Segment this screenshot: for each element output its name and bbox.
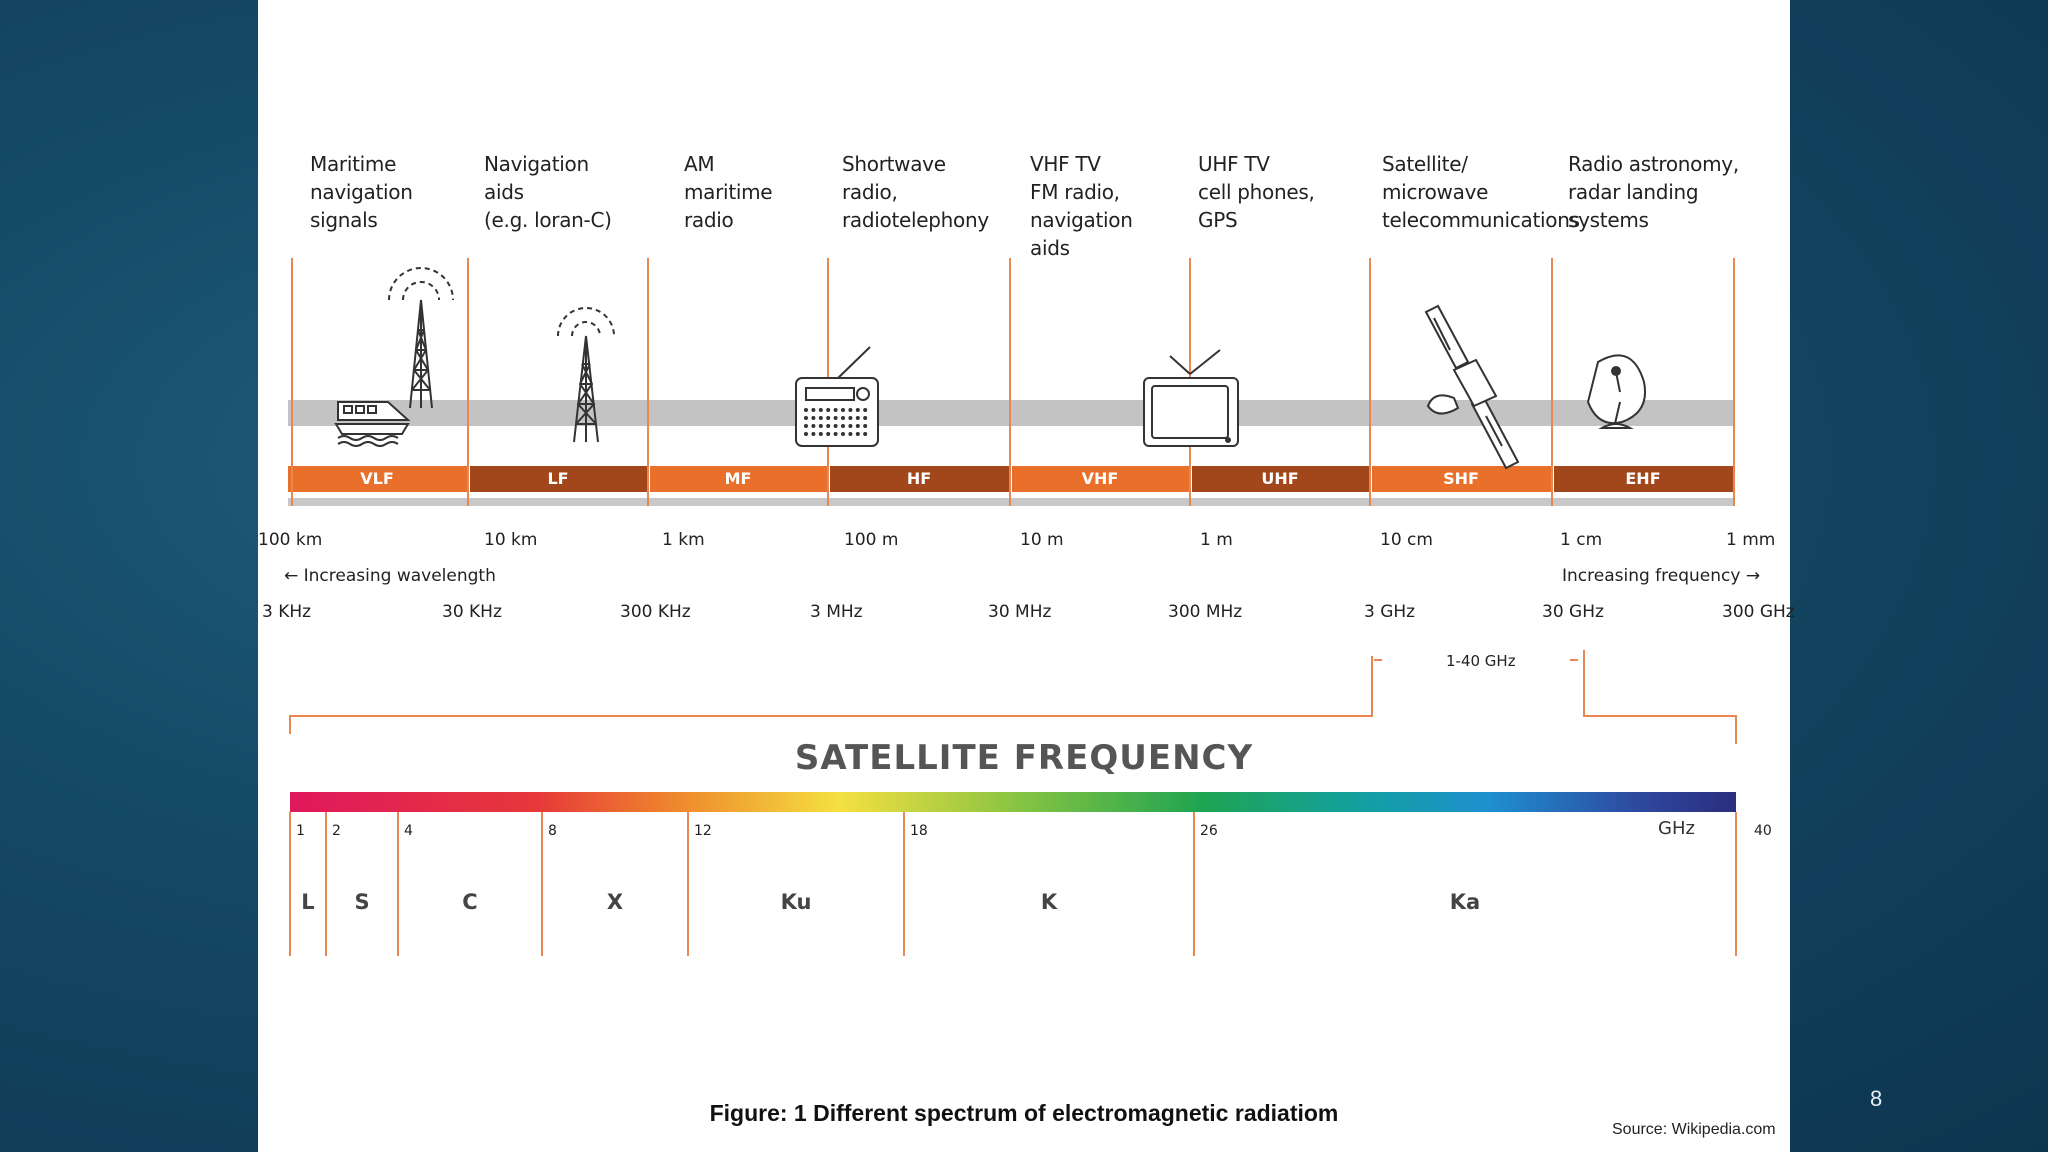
satellite-band-ku: Ku bbox=[780, 890, 812, 914]
band-strip-uhf bbox=[1192, 466, 1369, 492]
increasing-wavelength-label: ← Increasing wavelength bbox=[284, 566, 496, 586]
satellite-band-l: L bbox=[301, 890, 315, 914]
radio-tower-icon bbox=[557, 307, 615, 443]
frequency-label: 3 GHz bbox=[1364, 602, 1416, 622]
television-icon bbox=[1143, 349, 1239, 447]
satellite-bracket-right bbox=[1583, 650, 1737, 744]
band-label-uhf: UHF bbox=[1261, 469, 1299, 488]
frequency-label: 30 KHz bbox=[442, 602, 502, 622]
wavelength-label: 10 km bbox=[484, 530, 538, 550]
satellite-band-c: C bbox=[462, 890, 478, 914]
use-label: UHF TV cell phones, GPS bbox=[1198, 152, 1315, 232]
ghz-tick-label: 8 bbox=[548, 823, 557, 839]
ghz-tick-label: 40 bbox=[1754, 823, 1772, 839]
ship-icon bbox=[334, 401, 411, 447]
satellite-frequency-gradient bbox=[290, 792, 1736, 812]
ghz-tick-label: 12 bbox=[694, 823, 712, 839]
band-dividers bbox=[291, 258, 1735, 506]
ghz-tick-label: 1 bbox=[296, 823, 305, 839]
band-label-vlf: VLF bbox=[360, 469, 394, 488]
ghz-tick-label: 26 bbox=[1200, 823, 1218, 839]
use-label: Radio astronomy, radar landing systems bbox=[1568, 152, 1739, 232]
satellite-frequency-title: SATELLITE FREQUENCY bbox=[794, 738, 1254, 778]
wavelength-label: 1 mm bbox=[1726, 530, 1776, 550]
slide: Maritime navigation signals Navigation aids(… bbox=[258, 0, 1795, 1152]
frequency-label: 300 GHz bbox=[1722, 602, 1795, 622]
band-label-ehf: EHF bbox=[1625, 469, 1661, 488]
band-label-lf: LF bbox=[547, 469, 569, 488]
band-strip-mf bbox=[650, 466, 827, 492]
band-strip-vlf bbox=[288, 466, 467, 492]
use-label: Shortwave radio, radiotelephony bbox=[842, 152, 989, 232]
wavelength-label: 1 km bbox=[662, 530, 705, 550]
ghz-tick-label: 4 bbox=[404, 823, 413, 839]
band-label-vhf: VHF bbox=[1081, 469, 1119, 488]
wavelength-label: 10 m bbox=[1020, 530, 1064, 550]
band-strip-lf bbox=[470, 466, 647, 492]
band-strip-vhf bbox=[1012, 466, 1189, 492]
band-label-mf: MF bbox=[724, 469, 752, 488]
spectrum-diagram bbox=[288, 258, 1737, 956]
frequency-label: 3 KHz bbox=[262, 602, 312, 622]
source-label: Source: Wikipedia.com bbox=[1612, 1121, 1776, 1138]
band-strip-shf bbox=[1372, 466, 1551, 492]
radio-tower-icon bbox=[388, 267, 454, 409]
satellite-band-ka: Ka bbox=[1449, 890, 1481, 914]
satellite-band-x: X bbox=[606, 890, 624, 914]
ghz-tick-label: 18 bbox=[910, 823, 928, 839]
frequency-label: 30 MHz bbox=[988, 602, 1052, 622]
figure-caption: Figure: 1 Different spectrum of electrom… bbox=[709, 1100, 1339, 1126]
satellite-bracket-left bbox=[289, 656, 1373, 734]
use-label: Maritime navigation signals bbox=[310, 152, 413, 232]
band-strips bbox=[288, 466, 1733, 492]
satellite-band-k: K bbox=[1040, 890, 1058, 914]
satellite-icon bbox=[1424, 304, 1520, 470]
use-label: AM maritime radio bbox=[684, 152, 773, 232]
frequency-label: 300 MHz bbox=[1168, 602, 1243, 622]
band-strip-ehf bbox=[1554, 466, 1733, 492]
wavelength-label: 1 m bbox=[1200, 530, 1233, 550]
frequency-label: 30 GHz bbox=[1542, 602, 1604, 622]
ghz-unit-label: GHz bbox=[1658, 818, 1695, 839]
band-label-shf: SHF bbox=[1443, 469, 1479, 488]
wavelength-label: 1 cm bbox=[1560, 530, 1603, 550]
satellite-band-dividers bbox=[289, 812, 1737, 956]
band-label-hf: HF bbox=[906, 469, 932, 488]
frequency-label: 300 KHz bbox=[620, 602, 691, 622]
use-label: Navigation aids (e.g. loran-C) bbox=[484, 152, 612, 232]
ghz-tick-label: 2 bbox=[332, 823, 341, 839]
band-strip-hf bbox=[830, 466, 1009, 492]
use-label: VHF TV FM radio, navigation aids bbox=[1030, 152, 1133, 260]
satellite-dish-icon bbox=[1586, 354, 1646, 429]
frequency-label: 3 MHz bbox=[810, 602, 863, 622]
use-label: Satellite/microwave telecommunications bbox=[1382, 152, 1580, 232]
ghz-range-label: 1-40 GHz bbox=[1446, 652, 1516, 670]
wavelength-label: 100 m bbox=[844, 530, 899, 550]
satellite-band-s: S bbox=[354, 890, 370, 914]
slide-number: 8 bbox=[1870, 1086, 1883, 1111]
wavelength-label: 10 cm bbox=[1380, 530, 1433, 550]
wavelength-label: 100 km bbox=[258, 530, 323, 550]
radio-icon bbox=[795, 346, 879, 447]
increasing-frequency-label: Increasing frequency → bbox=[1562, 566, 1761, 586]
